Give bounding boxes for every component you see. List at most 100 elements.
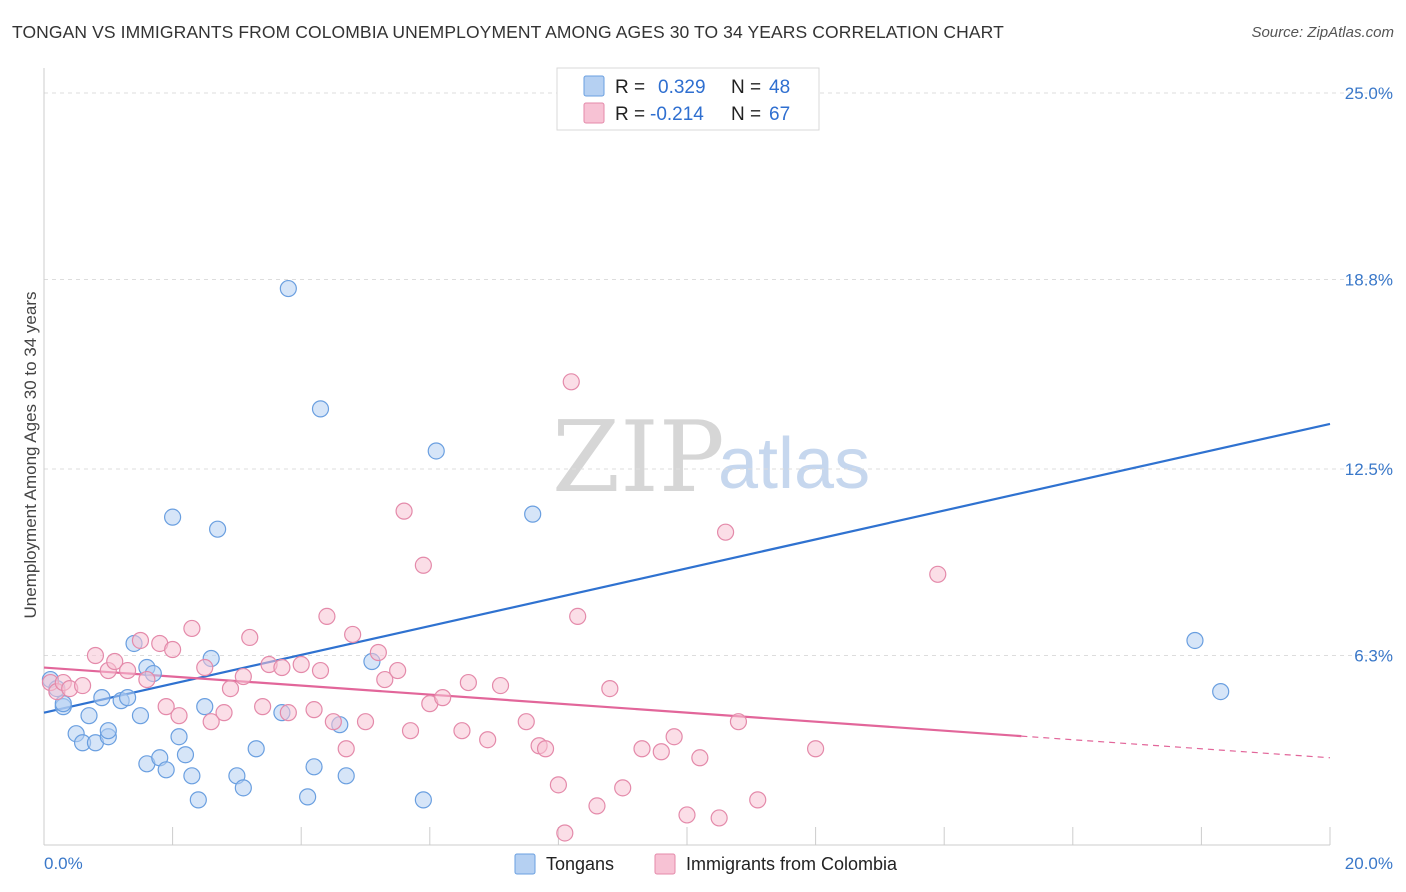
- stats-r-label-colombia: R =: [615, 104, 645, 125]
- stats-r-label-tongans: R =: [615, 77, 645, 98]
- point-colombia: [729, 713, 748, 731]
- point-tongans: [189, 791, 207, 809]
- trend-line-tongans: [43, 422, 1331, 714]
- point-colombia: [318, 607, 336, 626]
- point-tongans: [1186, 631, 1204, 650]
- point-colombia: [556, 824, 574, 842]
- trend-line-extension-colombia: [1021, 735, 1331, 759]
- point-colombia: [106, 652, 124, 671]
- point-colombia: [215, 704, 233, 722]
- y-tick-label: 12.5%: [1345, 460, 1393, 479]
- stats-swatch-tongans: [583, 75, 605, 97]
- point-colombia: [234, 667, 252, 686]
- point-colombia: [279, 704, 297, 722]
- legend-label-tongans: Tongans: [546, 854, 614, 874]
- point-colombia: [131, 631, 150, 650]
- chart-title: TONGAN VS IMMIGRANTS FROM COLOMBIA UNEMP…: [12, 22, 1004, 42]
- y-axis-label: Unemployment Among Ages 30 to 34 years: [21, 292, 40, 619]
- point-tongans: [279, 279, 297, 298]
- point-tongans: [157, 761, 175, 779]
- series-legend: Tongans Immigrants from Colombia: [514, 853, 898, 875]
- point-colombia: [434, 689, 452, 707]
- point-colombia: [710, 809, 728, 827]
- point-colombia: [806, 740, 825, 758]
- point-tongans: [99, 722, 117, 740]
- point-tongans: [93, 689, 111, 707]
- point-colombia: [459, 673, 477, 692]
- point-colombia: [389, 661, 407, 680]
- point-colombia: [273, 658, 291, 677]
- point-colombia: [678, 806, 696, 824]
- point-colombia: [196, 658, 214, 677]
- point-colombia: [601, 679, 619, 698]
- x-tick-label-max: 20.0%: [1345, 854, 1393, 873]
- point-tongans: [524, 505, 542, 523]
- point-tongans: [234, 779, 252, 797]
- stats-legend: R = 0.329 N = 48 R = -0.214 N = 67: [556, 67, 820, 131]
- point-tongans: [305, 758, 323, 776]
- y-tick-label: 25.0%: [1345, 84, 1393, 103]
- point-colombia: [588, 797, 606, 815]
- point-colombia: [324, 713, 342, 731]
- point-colombia: [344, 625, 362, 644]
- point-colombia: [254, 698, 272, 716]
- point-tongans: [414, 791, 432, 809]
- stats-r-value-tongans: 0.329: [658, 77, 706, 98]
- point-colombia: [491, 676, 510, 695]
- point-colombia: [633, 740, 651, 758]
- point-tongans: [337, 767, 355, 785]
- stats-n-label-colombia: N =: [731, 104, 761, 125]
- point-colombia: [305, 701, 323, 719]
- point-tongans: [118, 689, 137, 707]
- point-tongans: [1212, 682, 1230, 701]
- point-tongans: [311, 400, 330, 418]
- point-colombia: [164, 640, 182, 659]
- stats-n-label-tongans: N =: [731, 77, 761, 98]
- point-colombia: [292, 655, 310, 674]
- point-tongans: [427, 442, 445, 460]
- point-colombia: [202, 713, 220, 731]
- point-colombia: [157, 698, 175, 716]
- stats-r-value-colombia: -0.214: [650, 104, 704, 125]
- legend-swatch-tongans: [514, 853, 536, 875]
- point-colombia: [311, 661, 330, 680]
- point-colombia: [479, 731, 497, 749]
- point-colombia: [749, 791, 767, 809]
- point-colombia: [401, 722, 420, 740]
- y-tick-labels: 6.3% 12.5% 18.8% 25.0%: [1345, 84, 1393, 665]
- trend-lines: [43, 422, 1331, 759]
- point-colombia: [86, 646, 105, 665]
- point-colombia: [652, 743, 670, 761]
- point-colombia: [337, 740, 355, 758]
- point-colombia: [549, 776, 568, 794]
- data-points: [41, 84, 1230, 842]
- watermark-atlas: atlas: [718, 424, 870, 504]
- point-tongans: [80, 707, 98, 725]
- point-colombia: [73, 676, 92, 695]
- point-colombia: [118, 661, 137, 680]
- point-tongans: [183, 767, 201, 785]
- stats-n-value-colombia: 67: [769, 104, 790, 125]
- point-tongans: [131, 707, 150, 725]
- point-colombia: [562, 373, 580, 391]
- point-colombia: [356, 713, 375, 731]
- trend-line-colombia: [43, 666, 1022, 738]
- point-colombia: [614, 779, 632, 797]
- point-colombia: [569, 607, 587, 626]
- stats-swatch-colombia: [583, 102, 605, 124]
- point-colombia: [170, 707, 188, 725]
- point-colombia: [716, 523, 735, 541]
- point-tongans: [164, 508, 182, 526]
- point-colombia: [221, 679, 240, 698]
- point-colombia: [453, 722, 471, 740]
- point-colombia: [665, 728, 683, 746]
- point-colombia: [376, 670, 394, 689]
- point-tongans: [176, 746, 195, 764]
- legend-swatch-colombia: [654, 853, 676, 875]
- point-colombia: [691, 749, 709, 767]
- legend-label-colombia: Immigrants from Colombia: [686, 854, 898, 874]
- source-label: Source: ZipAtlas.com: [1251, 24, 1394, 41]
- point-colombia: [183, 619, 201, 638]
- y-tick-label: 6.3%: [1354, 647, 1393, 666]
